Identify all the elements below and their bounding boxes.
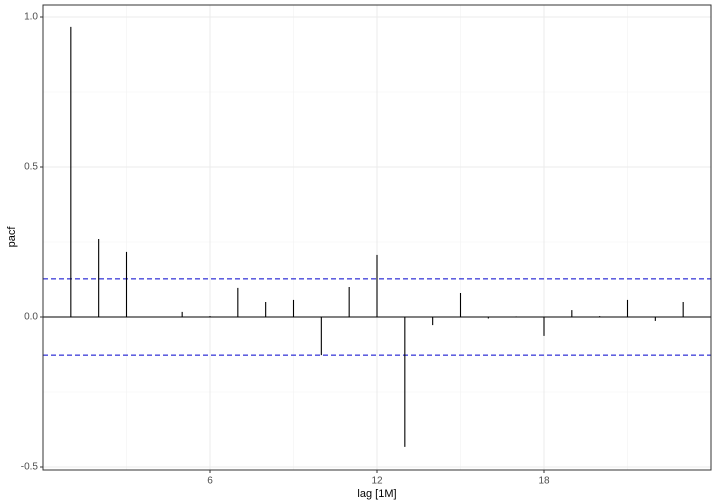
y-axis-title: pacf — [6, 226, 18, 248]
y-tick-label: -0.5 — [21, 462, 39, 473]
y-tick-label: 0.5 — [24, 162, 38, 173]
panel-border — [42, 4, 712, 471]
x-tick-label: 12 — [371, 476, 383, 487]
y-tick-label: 0.0 — [24, 312, 38, 323]
x-axis-title: lag [1M] — [357, 488, 396, 500]
x-tick-label: 18 — [538, 476, 550, 487]
y-tick-label: 1.0 — [24, 12, 38, 23]
x-tick-label: 6 — [207, 476, 213, 487]
